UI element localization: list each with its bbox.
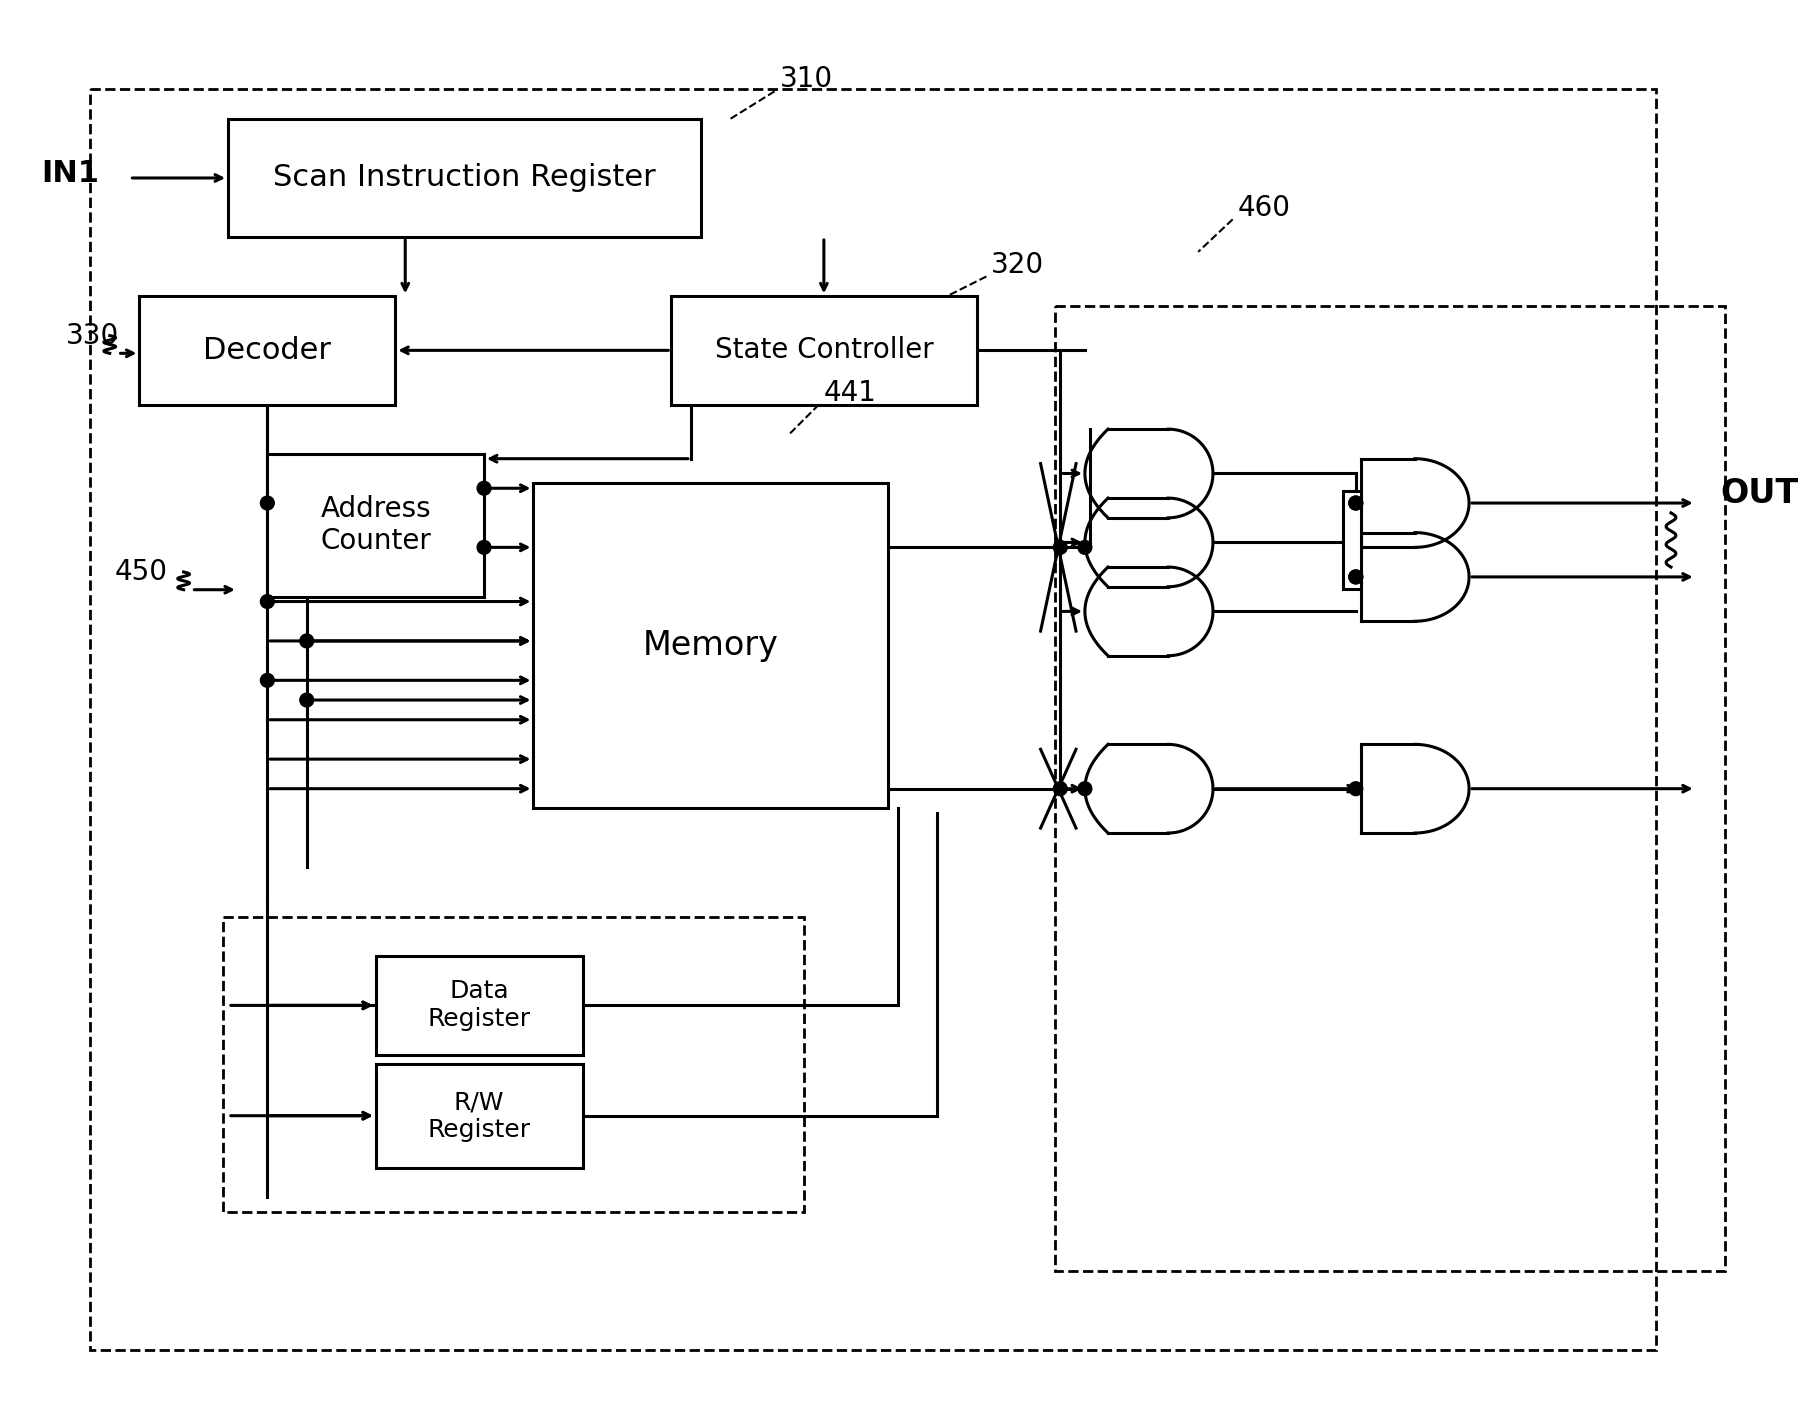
Bar [376,1065,582,1168]
Text: R/W
Register: R/W Register [427,1090,530,1142]
Bar [1055,306,1726,1272]
Text: Scan Instruction Register: Scan Instruction Register [273,163,655,192]
Circle shape [1078,541,1093,554]
Text: Memory: Memory [642,629,778,662]
Bar [376,957,582,1055]
Circle shape [260,496,275,510]
Bar [228,119,700,237]
Circle shape [478,482,490,495]
Circle shape [1053,781,1067,795]
Circle shape [1078,781,1093,795]
Text: Address
Counter: Address Counter [320,495,431,555]
Text: 330: 330 [65,322,119,350]
Bar [139,296,396,405]
Text: 320: 320 [991,250,1044,278]
Text: OUT: OUT [1720,476,1798,510]
Text: State Controller: State Controller [715,336,933,364]
Circle shape [1053,541,1067,554]
Bar [268,454,485,597]
Circle shape [1350,781,1362,795]
Bar [1342,492,1360,589]
Circle shape [1350,496,1362,510]
Circle shape [1350,570,1362,584]
Text: IN1: IN1 [42,159,99,187]
Bar [534,483,888,808]
Text: Decoder: Decoder [203,336,331,365]
Circle shape [260,673,275,687]
Text: Data
Register: Data Register [427,979,530,1031]
Text: 310: 310 [780,66,832,94]
Text: 450: 450 [114,558,168,586]
Circle shape [300,693,313,707]
Circle shape [478,541,490,554]
Bar [90,90,1657,1350]
Circle shape [260,594,275,608]
Circle shape [300,634,313,648]
Circle shape [1350,570,1362,584]
Bar [671,296,977,405]
Text: 460: 460 [1237,194,1290,222]
Text: 441: 441 [823,379,877,406]
Circle shape [1350,496,1362,510]
Bar [223,916,805,1213]
